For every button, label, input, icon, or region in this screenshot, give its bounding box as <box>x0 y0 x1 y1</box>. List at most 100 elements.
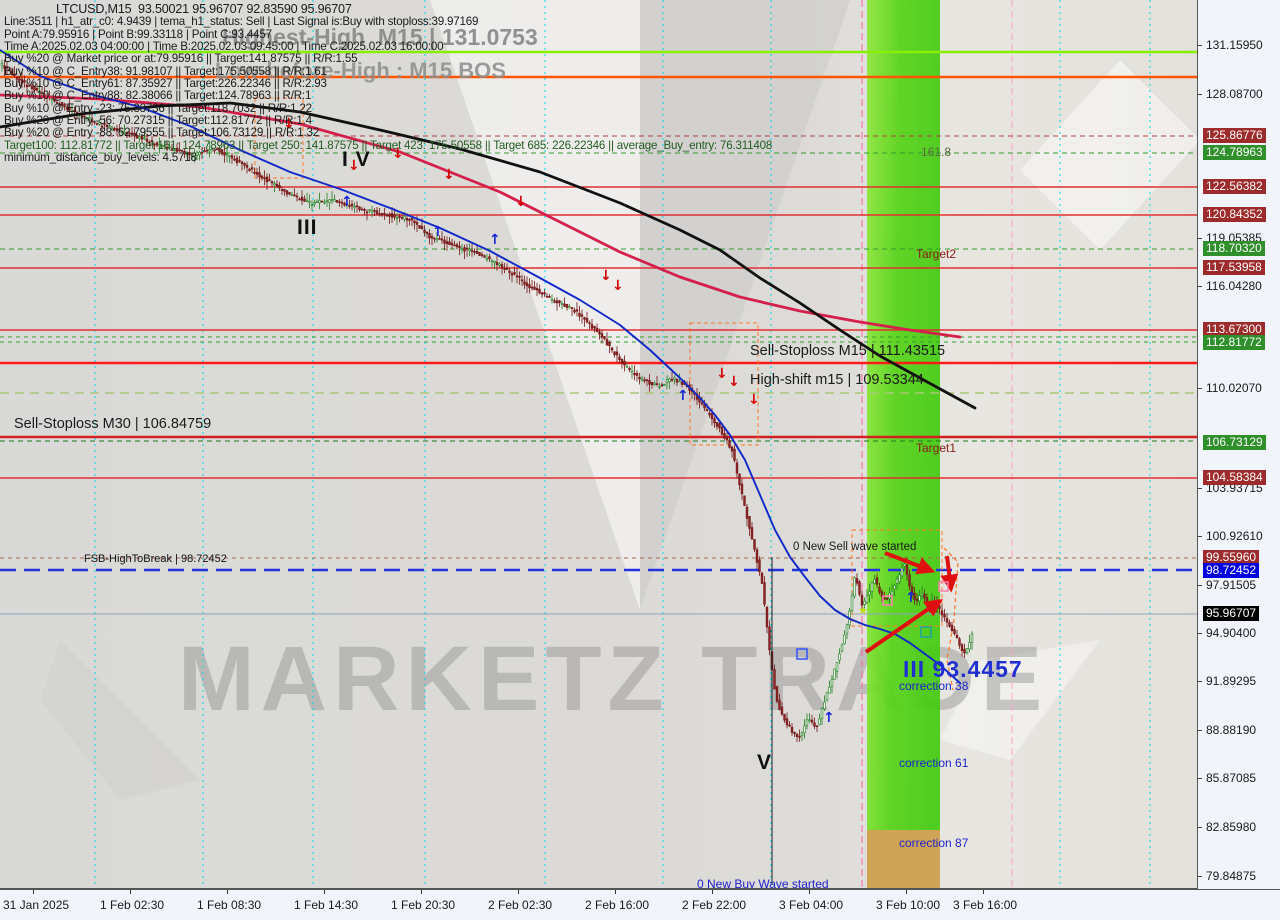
price-axis-tick <box>1198 827 1202 828</box>
price-level-badge: 122.56382 <box>1203 179 1266 194</box>
envelope-dashed-path <box>943 547 959 691</box>
time-axis-tick <box>615 890 616 894</box>
time-axis-tick <box>33 890 34 894</box>
indicator-text-line: Buy %20 @ Entry -88: 62.79555 || Target:… <box>4 126 319 140</box>
indicator-text-line: Buy %20 @ Entry -56: 70.27315 || Target:… <box>4 114 312 128</box>
time-axis-label: 3 Feb 04:00 <box>779 898 844 912</box>
indicator-text-line: LTCUSD,M15 93.50021 95.96707 92.83590 95… <box>56 2 352 16</box>
buy-arrow-icon: ↑ <box>905 590 917 606</box>
price-level-badge: 124.78963 <box>1203 145 1266 160</box>
object-handle-square <box>920 626 932 638</box>
price-axis-tick <box>1198 876 1202 877</box>
chart-canvas[interactable]: MARKETZ TRADE ↓ ↓ ↓ ↓ ↓ ↓ ↓ ↓ ↓ ↓ ↑ ↑ ↑ ↑ ↑ ↑ ★ Sell-Stop… <box>0 0 1198 889</box>
indicator-text-line: Buy %10 @ C_Entry61: 87.35927 || Target:… <box>4 77 327 91</box>
ma-blue <box>0 49 961 684</box>
sell-arrow-icon: ↓ <box>515 194 527 210</box>
sell-arrow-icon: ↓ <box>748 392 760 408</box>
price-axis-label: 94.90400 <box>1206 626 1257 640</box>
drawn-red-arrow <box>940 555 959 593</box>
price-axis-tick <box>1198 94 1202 95</box>
price-level-badge: 99.55960 <box>1203 550 1260 565</box>
drawn-red-arrow <box>864 598 943 654</box>
indicator-text-line: Buy %10 @ C_Entry88: 82.38066 || Target:… <box>4 89 312 103</box>
price-axis-tick <box>1198 238 1202 239</box>
price-axis[interactable]: 131.15950 128.08700 119.05385 116.04280 110.… <box>1198 0 1280 888</box>
star-marker-icon: ★ <box>858 604 868 617</box>
price-level-badge: 113.67300 <box>1203 322 1265 337</box>
time-axis-tick <box>518 890 519 894</box>
price-level-badge: 125.86776 <box>1203 128 1266 143</box>
low-before-high-overlay-text: Low-before-High : M15 BOS <box>215 58 506 83</box>
time-axis-tick <box>421 890 422 894</box>
object-handle-square <box>882 595 893 606</box>
sell-arrow-icon: ↓ <box>612 278 624 294</box>
price-axis-label: 128.08700 <box>1206 87 1263 101</box>
indicator-text-line: minimum_distance_buy_levels: 4.5718 <box>4 151 197 165</box>
time-axis-label: 3 Feb 16:00 <box>953 898 1018 912</box>
price-axis-tick <box>1198 286 1202 287</box>
sell-arrow-icon: ↓ <box>443 167 455 183</box>
price-level-badge: 112.81772 <box>1203 335 1265 350</box>
price-axis-label: 88.88190 <box>1206 723 1257 737</box>
price-axis-label: 110.02070 <box>1206 381 1262 395</box>
indicator-text-line: Target100: 112.81772 || Target 161: 124.… <box>4 138 773 152</box>
sell-arrow-icon: ↓ <box>600 268 612 284</box>
price-axis-tick <box>1198 778 1202 779</box>
price-axis-label: 82.85980 <box>1206 820 1257 834</box>
watermark-logo-shape <box>940 640 1100 760</box>
time-axis-label: 1 Feb 20:30 <box>391 898 456 912</box>
price-axis-label: 97.91505 <box>1206 578 1257 592</box>
price-axis-label: 116.04280 <box>1206 279 1262 293</box>
price-level-badge: 98.72452 <box>1203 563 1260 578</box>
time-axis-label: 2 Feb 22:00 <box>682 898 747 912</box>
price-axis-tick <box>1198 730 1202 731</box>
buy-arrow-icon: ↑ <box>432 224 444 240</box>
signal-box <box>851 529 943 627</box>
time-axis[interactable]: 31 Jan 2025 1 Feb 02:30 1 Feb 08:30 1 Feb 1… <box>0 889 1280 920</box>
indicator-text-line: Buy %10 @ C_Entry38: 91.98107 || Target:… <box>4 64 327 78</box>
price-axis-label: 131.15950 <box>1206 38 1263 52</box>
object-handle-square <box>796 648 808 660</box>
indicator-info-block: LTCUSD,M15 93.50021 95.96707 92.83590 95… <box>4 3 772 164</box>
time-axis-tick <box>130 890 131 894</box>
time-axis-label: 2 Feb 16:00 <box>585 898 650 912</box>
time-axis-label: 3 Feb 10:00 <box>876 898 941 912</box>
signal-box <box>689 322 759 446</box>
chart-plot-svg: MARKETZ TRADE↓↓↓↓↓↓↓↓ ↓↓↑↑ ↑↑↑↑★ <box>0 0 1197 888</box>
correction-zone-tan <box>867 830 940 888</box>
price-level-badge: 118.70320 <box>1203 241 1265 256</box>
signal-box <box>254 97 304 179</box>
buy-arrow-icon: ↑ <box>489 232 501 248</box>
time-axis-label: 1 Feb 02:30 <box>100 898 165 912</box>
ma-black <box>0 101 977 410</box>
indicator-text-line: Line:3511 | h1_atr_c0: 4.9439 | tema_h1_… <box>4 15 479 29</box>
price-axis-tick <box>1198 681 1202 682</box>
indicator-text-line: Buy %10 @ Entry -23: 75.38736 || Target:… <box>4 101 312 115</box>
price-axis-label: 85.87085 <box>1206 771 1257 785</box>
highest-high-overlay-text: Highest-High M15 | 131.0753 <box>222 24 538 50</box>
watermark-logo-shape <box>1020 60 1197 250</box>
ma-red <box>0 93 962 339</box>
price-level-badge: 117.53958 <box>1203 260 1265 275</box>
time-axis-tick <box>324 890 325 894</box>
sell-arrow-icon: ↓ <box>392 146 404 162</box>
price-level-badge: 95.96707 <box>1203 606 1260 621</box>
time-axis-tick <box>712 890 713 894</box>
time-axis-tick <box>227 890 228 894</box>
buy-arrow-icon: ↑ <box>823 710 835 726</box>
watermark-logo-shape <box>40 640 200 800</box>
price-axis-tick <box>1198 585 1202 586</box>
watermark-logo-shape <box>640 0 850 610</box>
sell-arrow-icon: ↓ <box>348 158 360 174</box>
indicator-text-line: Time A:2025.02.03 04:00:00 | Time B:2025… <box>4 40 444 54</box>
impulse-zone-green <box>867 0 940 830</box>
time-axis-label: 1 Feb 14:30 <box>294 898 359 912</box>
indicator-text-line: Buy %20 @ Market price or at:79.95916 ||… <box>4 52 358 66</box>
sell-arrow-icon: ↓ <box>728 374 740 390</box>
price-axis-tick <box>1198 388 1202 389</box>
time-axis-label: 2 Feb 02:30 <box>488 898 553 912</box>
indicator-text-line: Point A:79.95916 | Point B:99.33118 | Po… <box>4 27 272 41</box>
time-axis-label: 1 Feb 08:30 <box>197 898 262 912</box>
time-axis-label: 31 Jan 2025 <box>3 898 70 912</box>
price-axis-tick <box>1198 633 1202 634</box>
